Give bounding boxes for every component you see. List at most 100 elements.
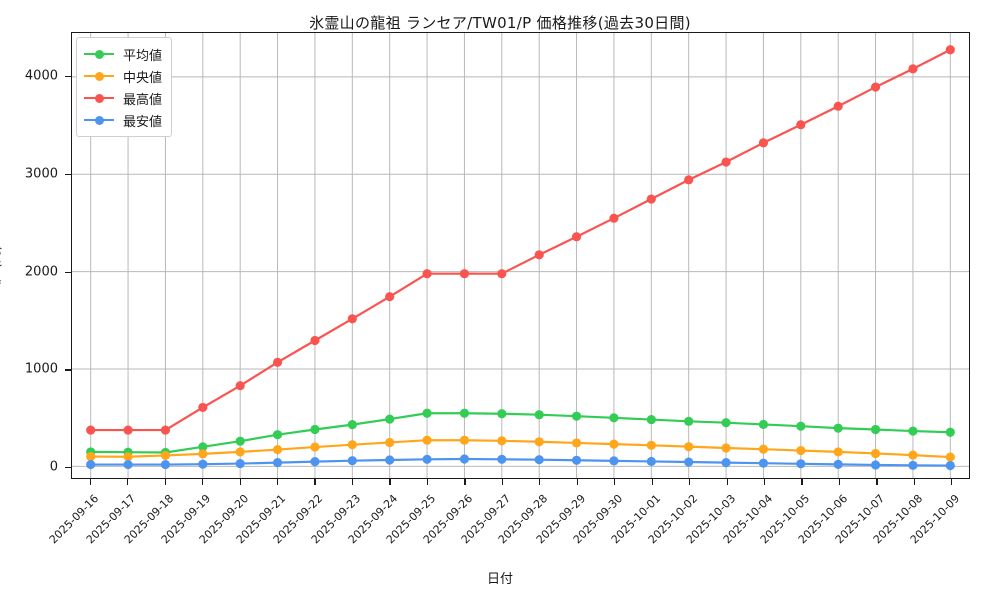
data-point-marker [123, 459, 133, 470]
x-tick-mark [164, 479, 166, 485]
data-series [86, 45, 955, 435]
y-tick-label: 3000 [24, 166, 58, 182]
data-point-marker [86, 425, 96, 435]
legend-swatch-icon [84, 92, 114, 104]
data-point-marker [272, 357, 283, 367]
data-point-marker [571, 455, 582, 465]
data-point-marker [310, 335, 320, 346]
y-tick-label: 0 [49, 459, 58, 475]
y-tick-mark [65, 76, 71, 78]
data-point-marker [422, 454, 432, 464]
y-tick-mark [65, 271, 71, 273]
data-point-marker [571, 438, 582, 448]
data-point-marker [534, 455, 544, 465]
series-line [89, 439, 952, 459]
data-point-marker [721, 157, 731, 167]
data-point-marker [385, 414, 395, 424]
data-point-marker [908, 64, 918, 74]
x-tick-mark [314, 479, 316, 485]
data-point-marker [870, 82, 881, 92]
x-tick-mark [239, 479, 241, 485]
legend-item-label: 平均値 [123, 48, 163, 64]
x-tick-mark [501, 479, 503, 485]
data-point-marker [870, 424, 881, 435]
y-tick-mark [65, 369, 71, 371]
legend-item-label: 最高値 [123, 92, 163, 108]
x-tick-mark [614, 479, 616, 485]
x-tick-mark [464, 479, 466, 485]
x-tick-mark [951, 479, 953, 485]
data-series-layer [86, 45, 955, 471]
data-point-marker [422, 269, 432, 279]
legend-item[interactable]: 最安値 [84, 109, 162, 131]
data-point-marker [497, 409, 507, 419]
data-point-marker [721, 443, 731, 453]
data-point-marker [198, 449, 208, 459]
y-tick-label: 1000 [24, 361, 58, 377]
data-point-marker [758, 138, 769, 148]
data-point-marker [198, 459, 208, 469]
data-point-marker [385, 455, 395, 465]
data-point-marker [497, 454, 507, 464]
data-point-marker [459, 269, 470, 279]
x-tick-mark [876, 479, 878, 485]
data-point-marker [571, 411, 582, 421]
x-tick-mark [651, 479, 653, 485]
data-point-marker [422, 408, 432, 418]
data-point-marker [758, 444, 769, 454]
data-point-marker [534, 410, 544, 420]
data-point-marker [385, 292, 395, 302]
legend-swatch-icon [84, 114, 114, 126]
y-tick-label: 2000 [24, 264, 58, 280]
data-point-marker [198, 402, 208, 412]
data-point-marker [646, 194, 656, 204]
series-line [89, 48, 952, 432]
legend-item-label: 最安値 [123, 114, 163, 130]
data-point-marker [609, 413, 619, 423]
data-point-marker [945, 460, 955, 471]
x-tick-mark [913, 479, 915, 485]
x-tick-mark [389, 479, 391, 485]
data-series [86, 454, 955, 471]
legend-item[interactable]: 最高値 [84, 87, 162, 109]
data-point-marker [796, 445, 806, 456]
x-axis-label: 日付 [486, 572, 513, 587]
gridlines [72, 33, 969, 478]
y-tick-label: 4000 [24, 68, 58, 84]
legend-item[interactable]: 中央値 [84, 65, 162, 87]
x-tick-mark [763, 479, 766, 485]
x-tick-mark [202, 479, 204, 485]
data-point-marker [609, 213, 619, 223]
legend-item[interactable]: 平均値 [84, 43, 162, 65]
data-point-marker [235, 447, 245, 457]
data-point-marker [422, 435, 432, 445]
data-point-marker [721, 418, 731, 428]
data-point-marker [571, 232, 582, 242]
data-point-marker [908, 460, 918, 470]
y-tick-mark [65, 173, 71, 175]
x-tick-mark [89, 479, 91, 485]
data-point-marker [160, 450, 171, 460]
data-point-marker [385, 437, 395, 448]
data-point-marker [758, 419, 769, 430]
data-point-marker [310, 457, 320, 467]
data-point-marker [908, 426, 918, 436]
data-point-marker [646, 456, 656, 467]
data-point-marker [347, 456, 357, 466]
data-point-marker [497, 436, 507, 446]
data-point-marker [534, 437, 544, 447]
data-point-marker [684, 175, 694, 185]
data-point-marker [796, 421, 806, 431]
data-point-marker [310, 424, 320, 435]
x-tick-mark [801, 479, 803, 485]
data-point-marker [123, 452, 133, 462]
legend-item-label: 中央値 [123, 70, 163, 86]
data-point-marker [459, 435, 470, 445]
data-point-marker [160, 459, 171, 470]
data-point-marker [833, 101, 843, 111]
data-point-marker [160, 425, 171, 435]
data-point-marker [646, 414, 656, 425]
data-point-marker [235, 459, 245, 469]
data-point-marker [796, 459, 806, 469]
data-point-marker [684, 457, 694, 467]
